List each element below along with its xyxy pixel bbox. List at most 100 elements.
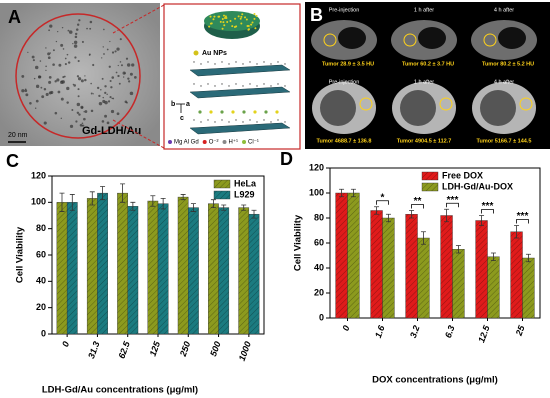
particle bbox=[90, 82, 92, 85]
significance-label: ** bbox=[414, 196, 422, 207]
particle bbox=[69, 124, 74, 128]
bar-hatch bbox=[487, 256, 500, 318]
au-np bbox=[231, 110, 235, 114]
particle bbox=[78, 19, 81, 22]
x-tick-label: 12.5 bbox=[476, 323, 492, 344]
error-bar bbox=[241, 204, 247, 211]
particle bbox=[76, 23, 80, 26]
significance-bracket bbox=[516, 219, 529, 224]
layer-slab bbox=[189, 64, 291, 77]
particle bbox=[128, 80, 131, 83]
ion bbox=[193, 83, 195, 85]
panel-label: C bbox=[6, 151, 19, 171]
error-bar bbox=[479, 215, 485, 226]
particle bbox=[76, 75, 80, 78]
particle bbox=[88, 53, 91, 56]
ion bbox=[256, 121, 258, 123]
au-nps bbox=[208, 13, 258, 31]
particle bbox=[102, 46, 104, 48]
particle bbox=[48, 29, 50, 32]
bar-hatch bbox=[335, 193, 348, 318]
particle bbox=[24, 89, 28, 93]
particle bbox=[57, 31, 59, 33]
particle bbox=[103, 28, 105, 31]
au-icon bbox=[193, 50, 199, 56]
particle bbox=[64, 62, 67, 66]
au-np bbox=[198, 110, 202, 114]
x-tick-label: 6.3 bbox=[443, 324, 457, 339]
y-tick-label: 60 bbox=[314, 237, 324, 247]
particle bbox=[102, 96, 104, 99]
particle bbox=[66, 101, 69, 104]
error-bar bbox=[444, 208, 450, 223]
legend-label: L929 bbox=[234, 189, 255, 199]
particle bbox=[52, 63, 55, 66]
x-tick-label: 1.6 bbox=[373, 323, 387, 339]
particle bbox=[106, 93, 108, 96]
au-np bbox=[221, 18, 224, 21]
scale-label: 20 nm bbox=[8, 132, 28, 139]
ion bbox=[200, 85, 202, 87]
particle bbox=[117, 64, 119, 67]
au-np bbox=[241, 13, 244, 16]
au-np bbox=[234, 17, 237, 20]
tumor-ring bbox=[403, 33, 417, 47]
particle bbox=[75, 28, 79, 31]
particle bbox=[73, 40, 78, 45]
particle bbox=[32, 59, 35, 62]
y-tick-label: 20 bbox=[36, 302, 46, 312]
bar-hatch bbox=[370, 210, 383, 318]
particle bbox=[25, 93, 29, 97]
ion bbox=[263, 83, 265, 85]
au-np bbox=[251, 21, 254, 24]
bar-hatch bbox=[522, 258, 535, 318]
ion bbox=[277, 61, 279, 63]
particle bbox=[80, 79, 84, 83]
particle bbox=[45, 65, 47, 68]
significance-bracket bbox=[376, 200, 389, 205]
tumor-ring bbox=[439, 97, 453, 111]
ion bbox=[228, 85, 230, 87]
particle bbox=[34, 65, 39, 70]
panel-label: B bbox=[310, 5, 323, 25]
legend-label: Mg Al Gd bbox=[174, 140, 199, 146]
particle bbox=[47, 56, 51, 60]
error-bar bbox=[221, 204, 227, 211]
particle bbox=[124, 72, 126, 74]
y-tick-label: 120 bbox=[309, 162, 324, 172]
error-bar bbox=[251, 209, 257, 219]
au-np bbox=[250, 23, 253, 26]
au-np bbox=[223, 24, 226, 27]
ldh-disk-top bbox=[204, 11, 260, 31]
particle bbox=[29, 102, 32, 105]
legend-hatch bbox=[214, 191, 230, 199]
particle bbox=[114, 50, 117, 53]
particle bbox=[104, 85, 107, 88]
tumor-reading: Tumor 5166.7 ± 144.5 bbox=[477, 138, 532, 144]
ct-label: Pre-injection bbox=[329, 7, 360, 13]
au-np bbox=[253, 13, 256, 16]
bar-hatch bbox=[208, 203, 219, 334]
au-np bbox=[255, 14, 258, 17]
x-tick-label: 0 bbox=[60, 340, 71, 348]
particle bbox=[126, 63, 131, 67]
particle bbox=[102, 99, 106, 104]
particle bbox=[107, 100, 111, 103]
particle bbox=[35, 99, 39, 103]
ion bbox=[256, 85, 258, 87]
legend-hatch bbox=[214, 180, 230, 188]
legend-label: HeLa bbox=[234, 178, 257, 188]
tumor-reading: Tumor 60.2 ± 3.7 HU bbox=[402, 61, 454, 67]
particle bbox=[103, 53, 105, 55]
particle bbox=[125, 57, 129, 60]
au-np bbox=[242, 110, 246, 114]
particle bbox=[52, 49, 55, 52]
au-np bbox=[231, 25, 234, 28]
au-np bbox=[264, 110, 268, 114]
particle bbox=[41, 95, 45, 99]
highlight-circle bbox=[15, 13, 141, 139]
bar-hatch bbox=[452, 249, 465, 318]
tem-particles bbox=[21, 19, 137, 128]
ion bbox=[193, 61, 195, 63]
particle bbox=[47, 52, 51, 56]
